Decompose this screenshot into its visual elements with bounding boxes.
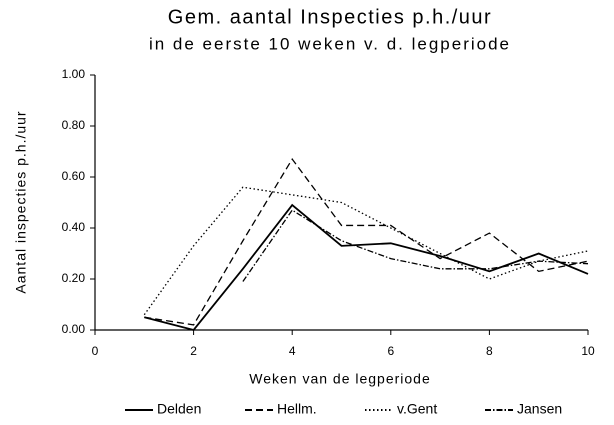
line-series (144, 203, 589, 332)
legend-label: Delden (157, 401, 201, 417)
y-tick-label: 0.80 (62, 118, 86, 132)
y-tick-label: 1.00 (62, 67, 86, 81)
x-tick-label: 0 (92, 344, 99, 358)
line-series (144, 157, 589, 326)
legend-label: Hellm. (277, 401, 317, 417)
chart-subtitle: in de eerste 10 weken v. d. legperiode (149, 34, 511, 53)
x-tick-label: 8 (486, 344, 493, 358)
y-tick-label: 0.20 (62, 271, 86, 285)
x-tick-label: 6 (387, 344, 394, 358)
legend-label: v.Gent (397, 401, 437, 417)
line-series (143, 186, 589, 316)
x-tick-label: 10 (581, 344, 595, 358)
x-axis-label: Weken van de legperiode (249, 371, 431, 387)
x-tick-label: 2 (190, 344, 197, 358)
legend-label: Jansen (517, 401, 562, 417)
y-axis-label: Aantal inspecties p.h./uur (13, 110, 29, 293)
x-tick-label: 4 (289, 344, 296, 358)
y-tick-label: 0.00 (62, 322, 86, 336)
line-series (242, 209, 589, 282)
y-tick-label: 0.40 (62, 220, 86, 234)
chart-title: Gem. aantal Inspecties p.h./uur (168, 6, 492, 28)
y-tick-label: 0.60 (62, 169, 86, 183)
